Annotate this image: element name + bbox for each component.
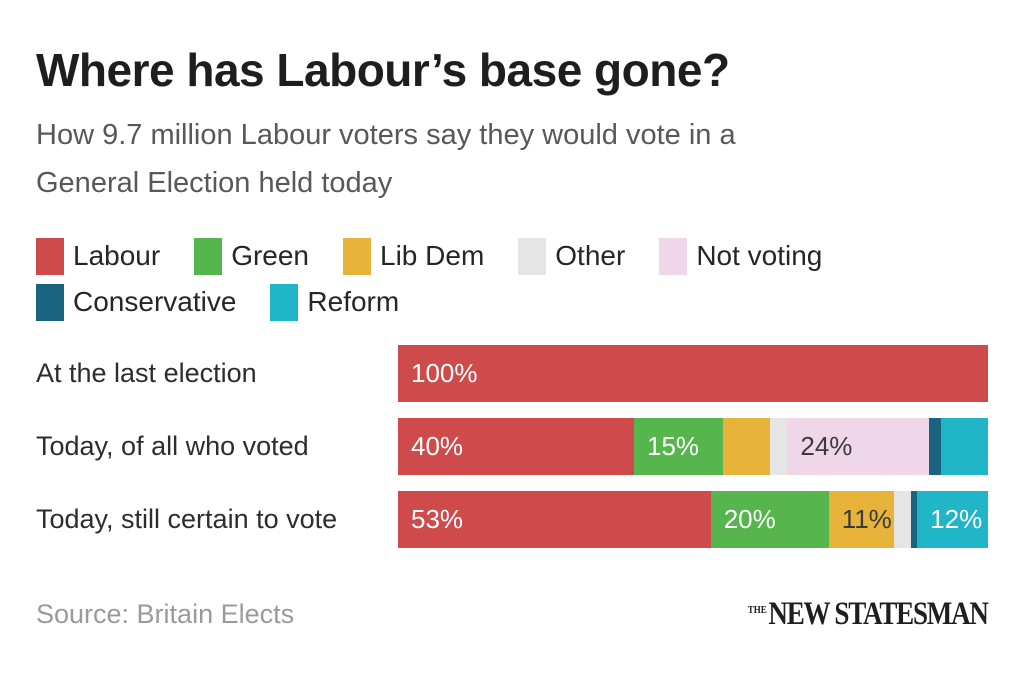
stacked-bar-chart: At the last election 100% Today, of all wh… [36, 344, 988, 548]
chart-row: Today, still certain to vote 53% 20% 11% 12% [36, 490, 988, 548]
legend-label: Conservative [73, 286, 237, 318]
legend-row: Conservative Reform [36, 283, 988, 321]
legend-label: Not voting [696, 240, 823, 272]
page-title: Where has Labour’s base gone? [36, 44, 730, 96]
legend-label: Green [231, 240, 310, 272]
segment-value-label: 40% [411, 430, 464, 461]
bar-segment-other [769, 417, 788, 475]
segment-value-label: 11% [841, 503, 892, 534]
logo-the-text: THE [747, 603, 768, 616]
bar-segment-not-voting: 24% [787, 417, 929, 475]
legend-item-not-voting: Not voting [659, 237, 823, 275]
stacked-bar: 100% [398, 344, 988, 402]
legend-item-lib-dem: Lib Dem [343, 237, 485, 275]
segment-value-label: 12% [930, 503, 983, 534]
bar-segment-reform [940, 417, 988, 475]
bar-segment-other [893, 490, 912, 548]
segment-value-label: 20% [723, 503, 776, 534]
legend-item-labour: Labour [36, 237, 161, 275]
legend-swatch-icon [36, 283, 64, 321]
chart-legend: Labour Green Lib Dem Other Not voting Conserv… [36, 237, 988, 321]
legend-item-reform: Reform [270, 283, 400, 321]
legend-item-other: Other [518, 237, 626, 275]
bar-segment-green: 15% [634, 417, 723, 475]
bar-segment-labour: 40% [398, 417, 634, 475]
legend-swatch-icon [659, 237, 688, 275]
new-statesman-logo: THE NEW STATESMAN [747, 595, 990, 632]
legend-label: Other [555, 240, 626, 272]
segment-value-label: 53% [411, 503, 464, 534]
row-category-label: At the last election [36, 357, 257, 388]
segment-value-label: 100% [411, 357, 478, 388]
stacked-bar: 40% 15% 24% [398, 417, 988, 475]
legend-label: Lib Dem [380, 240, 485, 272]
legend-label: Reform [307, 286, 400, 318]
bar-segment-lib-dem: 11% [828, 490, 894, 548]
row-category-label: Today, of all who voted [36, 430, 309, 461]
subtitle-line-2: General Election held today [36, 167, 393, 200]
chart-subtitle: How 9.7 million Labour voters say they w… [36, 112, 988, 208]
legend-item-conservative: Conservative [36, 283, 237, 321]
subtitle-line-1: How 9.7 million Labour voters say they w… [36, 119, 736, 152]
bar-segment-conservative [911, 490, 918, 548]
legend-swatch-icon [194, 237, 223, 275]
bar-segment-lib-dem [722, 417, 770, 475]
bar-segment-labour: 100% [398, 344, 988, 402]
logo-name-text: NEW STATESMAN [768, 595, 990, 632]
legend-swatch-icon [36, 237, 64, 275]
stacked-bar: 53% 20% 11% 12% [398, 490, 988, 548]
bar-segment-labour: 53% [398, 490, 711, 548]
chart-footer: Source: Britain Elects THE NEW STATESMAN [36, 595, 990, 632]
chart-card: Where has Labour’s base gone? How 9.7 mi… [36, 44, 990, 632]
legend-item-green: Green [194, 237, 310, 275]
legend-swatch-icon [518, 237, 547, 275]
legend-row: Labour Green Lib Dem Other Not voting [36, 237, 988, 275]
chart-row: At the last election 100% [36, 344, 988, 402]
row-category-label: Today, still certain to vote [36, 503, 338, 534]
segment-value-label: 15% [647, 430, 700, 461]
bar-segment-reform: 12% [917, 490, 988, 548]
legend-label: Labour [73, 240, 161, 272]
legend-swatch-icon [270, 283, 299, 321]
segment-value-label: 24% [800, 430, 853, 461]
legend-swatch-icon [343, 237, 372, 275]
chart-row: Today, of all who voted 40% 15% 24% [36, 417, 988, 475]
bar-segment-green: 20% [710, 490, 829, 548]
source-note: Source: Britain Elects [36, 598, 295, 629]
bar-segment-conservative [928, 417, 941, 475]
